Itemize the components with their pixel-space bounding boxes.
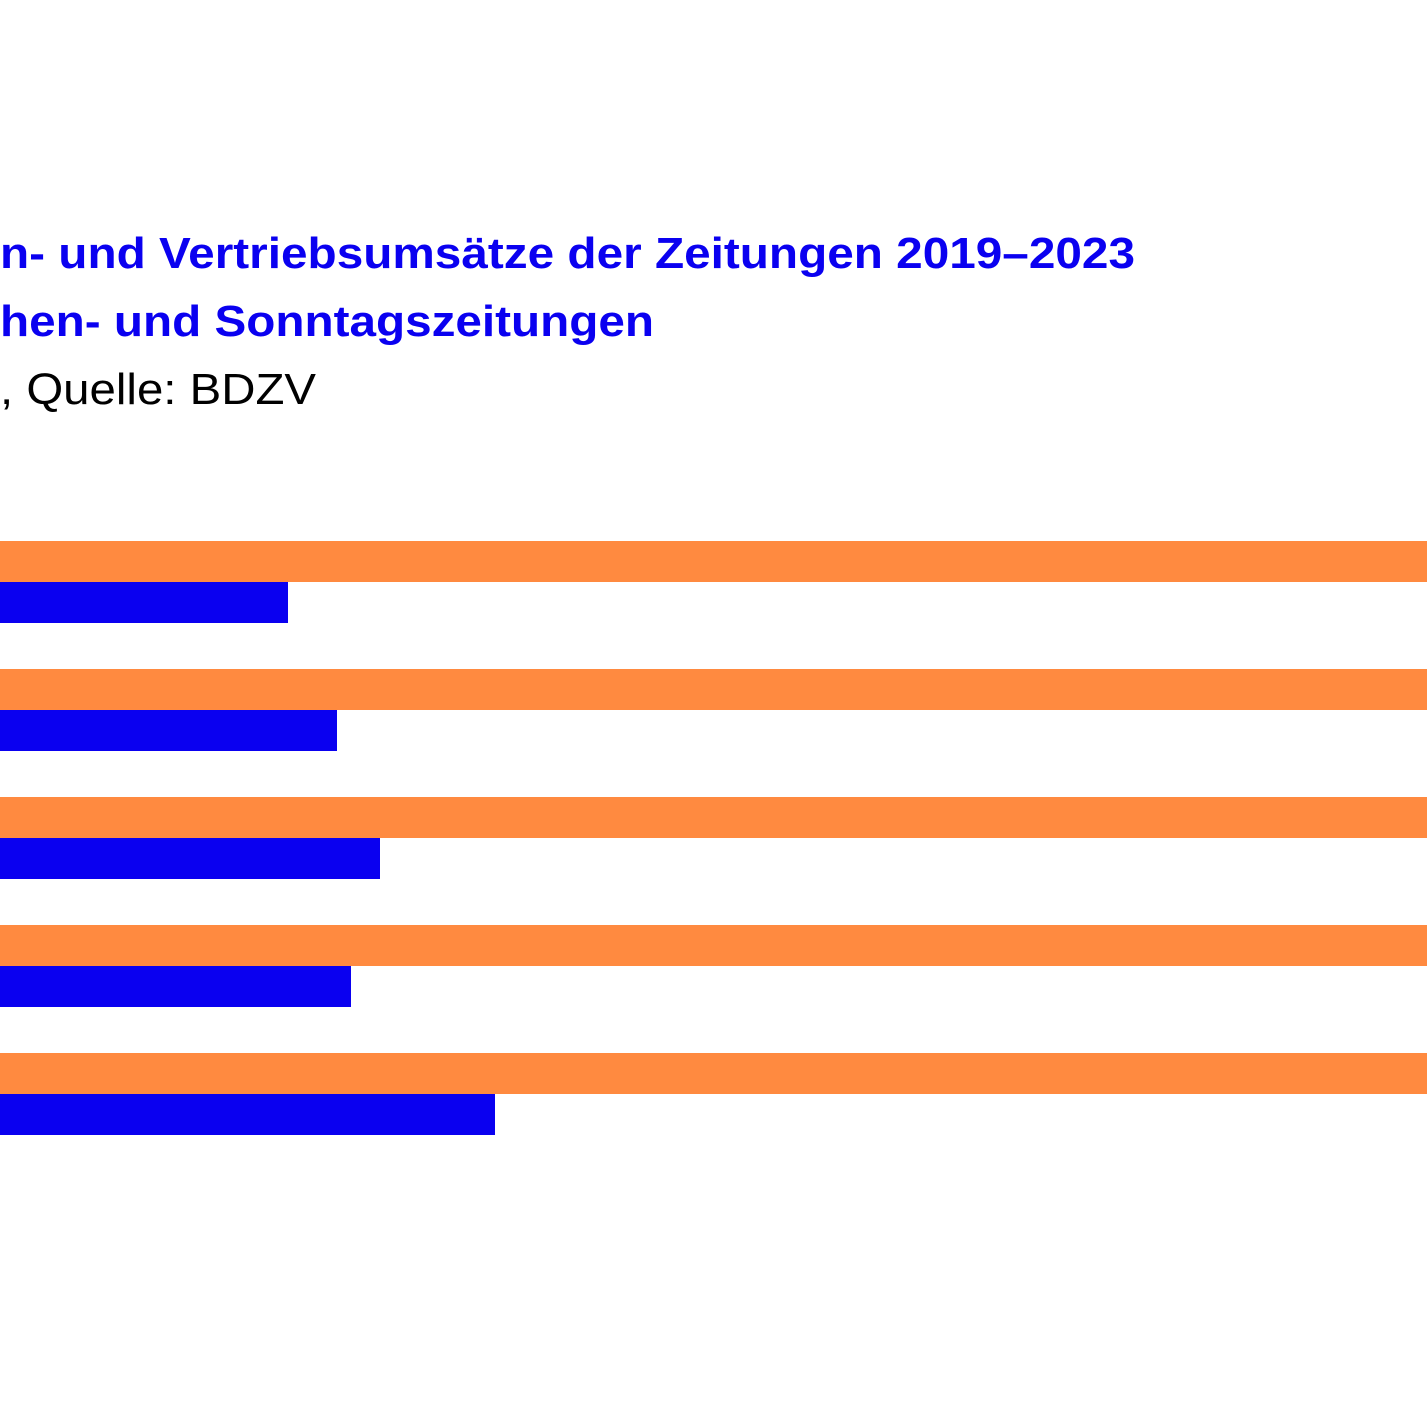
- bar: [0, 1094, 495, 1135]
- bar: [0, 797, 1427, 838]
- bar: [0, 925, 1427, 966]
- bar: [0, 838, 380, 879]
- chart-title: n- und Vertriebsumsätze der Zeitungen 20…: [0, 229, 1135, 278]
- bar: [0, 669, 1427, 710]
- bar: [0, 582, 288, 623]
- bar: [0, 710, 337, 751]
- chart-subtitle: hen- und Sonntagszeitungen: [0, 297, 654, 346]
- source-note: , Quelle: BDZV: [0, 365, 317, 414]
- bar: [0, 541, 1427, 582]
- bar: [0, 966, 351, 1007]
- bar: [0, 1053, 1427, 1094]
